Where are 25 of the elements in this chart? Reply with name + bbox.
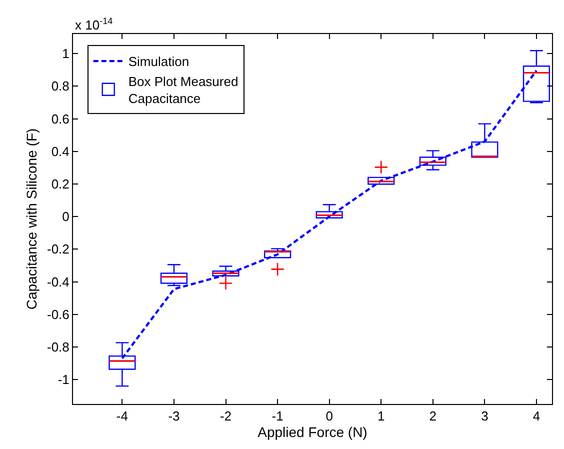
x-tick-label: 4	[532, 408, 540, 424]
y-tick-label: 0.6	[51, 111, 70, 126]
x-tick-label: 3	[481, 408, 488, 424]
y-tick-label: -0.4	[46, 274, 70, 290]
legend-label: Box Plot Measured Capacitance	[128, 74, 238, 106]
x-tick-label: -4	[116, 408, 128, 424]
y-tick-label: 0.4	[51, 144, 70, 159]
y-tick-label: 1	[62, 46, 70, 62]
x-axis-title: Applied Force (N)	[258, 424, 368, 440]
y-tick-label: 0	[62, 209, 70, 224]
y-tick-label: -1	[58, 372, 70, 388]
x-tick-label: 2	[429, 408, 437, 424]
x-tick-label: -2	[220, 408, 232, 424]
y-axis-title: Capacitance with Silicone (F)	[24, 128, 40, 310]
y-tick-label: -0.6	[46, 306, 70, 322]
x-tick-label: -3	[168, 408, 180, 424]
x-tick-label: 0	[326, 408, 333, 424]
x-tick-label: 1	[377, 408, 385, 424]
x-tick-label: -1	[272, 408, 284, 424]
y-tick-label: 0.8	[51, 78, 70, 94]
legend-label: Simulation	[128, 54, 190, 70]
y-tick-label: -0.2	[46, 242, 70, 257]
text: x 10$^{-14}$	[75, 16, 113, 32]
y-tick-label: -0.8	[46, 340, 70, 354]
y-tick-label: 0.2	[51, 176, 70, 192]
